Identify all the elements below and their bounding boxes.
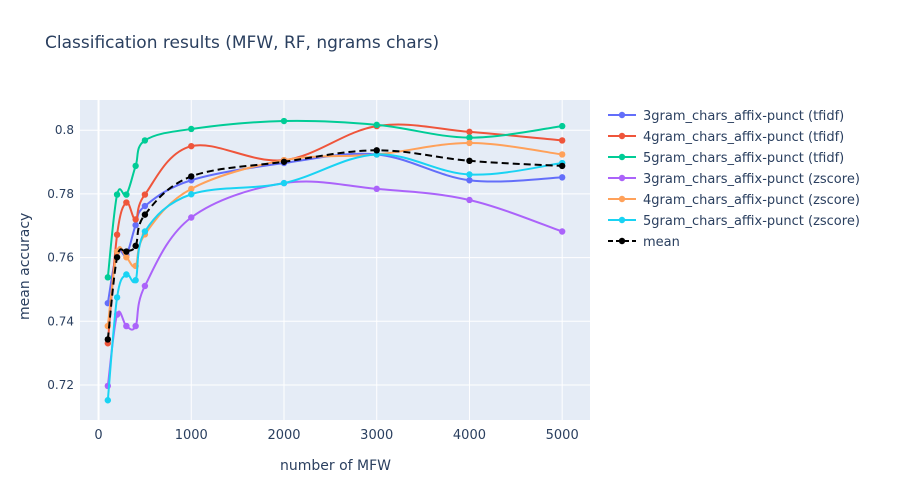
y-tick-label: 0.8 xyxy=(55,123,74,137)
y-tick-label: 0.78 xyxy=(47,187,74,201)
data-point xyxy=(466,177,473,184)
data-point xyxy=(188,142,195,150)
series-line-3 xyxy=(106,180,563,387)
data-point xyxy=(466,157,473,165)
legend-label-1: 4gram_chars_affix-punct (tfidf) xyxy=(643,130,844,145)
data-point xyxy=(113,191,121,198)
legend-marker-0 xyxy=(618,111,626,119)
data-point xyxy=(104,274,112,281)
y-tick-label: 0.72 xyxy=(47,378,74,392)
data-point xyxy=(280,179,288,187)
data-point xyxy=(373,147,380,154)
data-point xyxy=(123,248,130,255)
legend-label-0: 3gram_chars_affix-punct (tfidf) xyxy=(643,109,844,124)
data-point xyxy=(188,191,195,198)
data-point xyxy=(104,336,112,343)
series-line-6 xyxy=(106,149,563,340)
data-point xyxy=(141,137,149,144)
data-point xyxy=(466,171,473,178)
data-point xyxy=(141,211,149,218)
data-point xyxy=(558,162,566,170)
data-point xyxy=(113,294,121,301)
legend-marker-5 xyxy=(618,216,626,224)
series-line-5 xyxy=(106,153,563,401)
legend-label-3: 3gram_chars_affix-punct (zscore) xyxy=(643,172,860,187)
data-point xyxy=(113,231,121,238)
data-point xyxy=(188,185,195,193)
x-axis-label: number of MFW xyxy=(280,458,392,474)
series-line-1 xyxy=(106,123,563,344)
data-point xyxy=(188,214,195,221)
x-tick-label: 5000 xyxy=(546,428,579,443)
series-group xyxy=(104,117,566,404)
data-point xyxy=(132,242,139,250)
data-point xyxy=(373,121,380,129)
data-point xyxy=(132,216,139,223)
y-tick-label: 0.74 xyxy=(47,314,74,328)
x-tick-label: 2000 xyxy=(267,428,300,443)
data-point xyxy=(141,228,149,235)
data-point xyxy=(558,174,566,181)
data-point xyxy=(466,134,473,141)
x-tick-label: 1000 xyxy=(175,428,208,443)
x-tick-label: 3000 xyxy=(360,428,393,443)
legend-marker-2 xyxy=(618,153,626,161)
legend-label-4: 4gram_chars_affix-punct (zscore) xyxy=(643,193,860,208)
data-point xyxy=(123,199,130,206)
data-point xyxy=(466,128,473,136)
legend-marker-1 xyxy=(618,132,626,140)
legend-label-6: mean xyxy=(643,235,680,250)
data-point xyxy=(123,254,130,261)
data-point xyxy=(558,137,566,144)
data-point xyxy=(141,282,149,290)
data-point xyxy=(123,191,130,198)
data-point xyxy=(141,202,149,210)
data-point xyxy=(280,117,288,125)
data-point xyxy=(188,173,195,180)
data-point xyxy=(558,228,566,235)
data-point xyxy=(373,185,380,193)
data-point xyxy=(558,122,566,130)
y-tick-label: 0.76 xyxy=(47,251,74,265)
series-line-2 xyxy=(106,119,563,278)
legend-label-5: 5gram_chars_affix-punct (zscore) xyxy=(643,214,860,229)
legend-marker-6 xyxy=(618,237,626,245)
legend-marker-3 xyxy=(618,174,626,182)
data-point xyxy=(466,139,473,147)
data-point xyxy=(113,254,121,261)
data-point xyxy=(104,397,112,404)
data-point xyxy=(123,271,130,278)
data-point xyxy=(132,322,139,330)
legend-marker-4 xyxy=(618,195,626,203)
data-point xyxy=(141,191,149,198)
legend-label-2: 5gram_chars_affix-punct (tfidf) xyxy=(643,151,844,166)
data-point xyxy=(123,322,130,330)
data-point xyxy=(132,162,139,170)
y-axis-label: mean accuracy xyxy=(17,212,33,320)
data-point xyxy=(132,221,139,229)
data-point xyxy=(558,151,566,158)
chart-title: Classification results (MFW, RF, ngrams … xyxy=(45,33,440,53)
x-tick-label: 4000 xyxy=(453,428,486,443)
plot-area xyxy=(80,100,590,420)
data-point xyxy=(132,277,139,284)
data-point xyxy=(188,125,195,133)
data-point xyxy=(280,158,288,165)
data-point xyxy=(466,196,473,204)
x-tick-label: 0 xyxy=(94,428,102,443)
